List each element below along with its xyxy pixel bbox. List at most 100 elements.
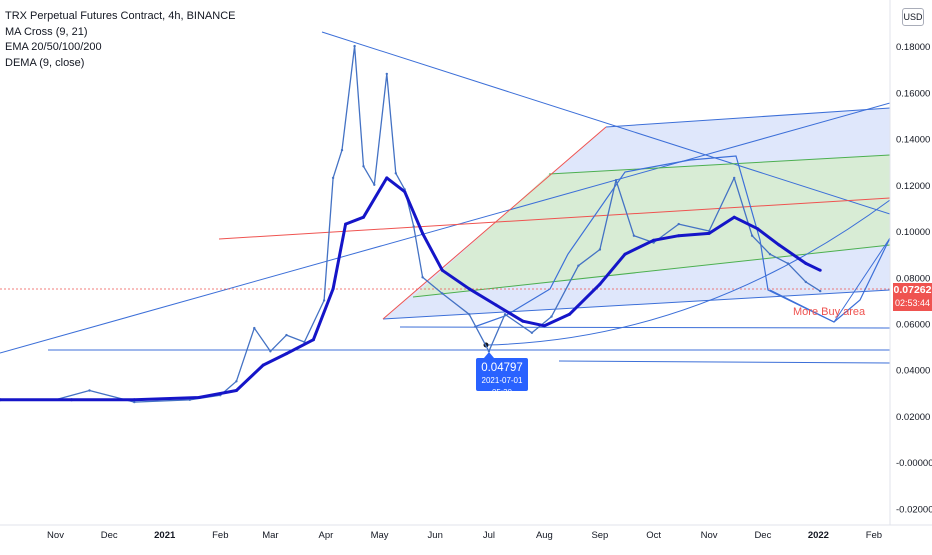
price-point-24 bbox=[487, 350, 491, 353]
price-point-23 bbox=[468, 313, 471, 316]
buy-area-annotation[interactable]: More Buy area bbox=[793, 306, 866, 318]
price-point-28 bbox=[577, 264, 580, 267]
price-point-18 bbox=[394, 172, 397, 175]
trendline-support-long bbox=[0, 102, 891, 354]
x-tick-label-15: Feb bbox=[866, 530, 882, 541]
pitchfork-lower-edge bbox=[382, 289, 891, 320]
price-point-2 bbox=[88, 389, 91, 392]
price-point-36 bbox=[750, 234, 754, 237]
buy-area-projection bbox=[769, 237, 891, 323]
wave-pattern bbox=[473, 155, 891, 328]
curved-support bbox=[485, 199, 891, 346]
low-price-label[interactable]: 0.04797 2021-07-01 05:30 bbox=[476, 352, 528, 397]
ma-point-10 bbox=[362, 215, 365, 219]
x-tick-label-14: 2022 bbox=[808, 530, 829, 541]
legend-indicator-ema[interactable]: EMA 20/50/100/200 bbox=[5, 41, 102, 53]
ma-point-28 bbox=[804, 261, 808, 265]
y-tick-label-10: -0.02000 bbox=[896, 504, 932, 515]
ma-point-1 bbox=[70, 398, 74, 402]
price-point-33 bbox=[677, 222, 680, 226]
price-point-39 bbox=[804, 280, 807, 284]
horizontal-support-1 bbox=[399, 326, 891, 329]
ma-point-22 bbox=[652, 238, 656, 242]
y-tick-label-3: 0.12000 bbox=[896, 181, 930, 192]
x-tick-label-10: Sep bbox=[591, 530, 608, 541]
y-tick-label-0: 0.18000 bbox=[896, 42, 930, 53]
price-point-9 bbox=[285, 333, 288, 337]
ma-point-5 bbox=[261, 363, 265, 367]
x-tick-label-13: Dec bbox=[754, 530, 771, 541]
last-price: 0.07262 bbox=[893, 284, 932, 296]
price-point-17 bbox=[385, 72, 388, 76]
ma-point-17 bbox=[521, 319, 525, 323]
y-tick-label-8: 0.02000 bbox=[896, 412, 930, 423]
currency-button[interactable]: USD bbox=[902, 8, 924, 26]
chart-legend: TRX Perpetual Futures Contract, 4h, BINA… bbox=[5, 9, 235, 71]
ma-point-2 bbox=[132, 398, 136, 402]
price-point-38 bbox=[786, 262, 790, 265]
x-tick-label-1: Dec bbox=[101, 530, 118, 541]
price-point-6 bbox=[235, 380, 238, 383]
ma-point-20 bbox=[598, 282, 602, 286]
pitchfork-inner-lower bbox=[412, 244, 891, 298]
ma-point-27 bbox=[777, 243, 781, 247]
moving-average-line bbox=[0, 176, 821, 402]
ma-point-24 bbox=[707, 231, 711, 235]
price-point-7 bbox=[253, 326, 256, 330]
legend-indicator-ma-cross[interactable]: MA Cross (9, 21) bbox=[5, 25, 88, 38]
ma-point-6 bbox=[285, 352, 288, 356]
ma-point-16 bbox=[494, 303, 498, 307]
price-point-35 bbox=[733, 176, 736, 180]
ma-point-4 bbox=[234, 389, 238, 392]
ma-point-9 bbox=[344, 222, 348, 226]
price-point-21 bbox=[421, 276, 424, 279]
x-tick-label-9: Aug bbox=[536, 530, 553, 541]
price-point-3 bbox=[133, 400, 136, 404]
price-point-26 bbox=[530, 331, 534, 334]
pitchfork-median bbox=[218, 197, 891, 240]
price-point-29 bbox=[598, 248, 602, 251]
ma-point-3 bbox=[197, 396, 201, 399]
ma-point-0 bbox=[0, 398, 2, 402]
price-point-12 bbox=[331, 176, 335, 180]
y-tick-label-2: 0.14000 bbox=[896, 135, 930, 146]
y-tick-label-9: -0.00000 bbox=[896, 458, 932, 469]
price-point-16 bbox=[373, 183, 376, 186]
price-point-40 bbox=[819, 289, 822, 293]
ma-point-13 bbox=[421, 231, 425, 235]
y-tick-label-6: 0.06000 bbox=[896, 320, 930, 331]
pitchfork-upper-edge bbox=[605, 107, 891, 128]
ma-point-26 bbox=[756, 227, 759, 231]
price-point-13 bbox=[340, 148, 344, 152]
price-point-20 bbox=[412, 225, 415, 228]
low-price-value: 0.04797 bbox=[481, 362, 523, 374]
x-tick-label-8: Jul bbox=[483, 530, 495, 541]
ma-point-18 bbox=[542, 324, 546, 328]
price-point-25 bbox=[503, 313, 507, 316]
ma-point-21 bbox=[623, 252, 627, 256]
ma-point-12 bbox=[403, 190, 407, 194]
price-point-37 bbox=[768, 253, 772, 256]
ma-point-15 bbox=[467, 287, 471, 291]
price-point-30 bbox=[614, 179, 618, 182]
last-price-tag: 0.07262 02:53:44 bbox=[893, 283, 932, 311]
ma-point-11 bbox=[385, 176, 389, 180]
pitchfork-handle bbox=[382, 126, 607, 320]
ma-point-25 bbox=[732, 215, 736, 219]
price-point-15 bbox=[362, 165, 365, 168]
price-point-14 bbox=[353, 44, 356, 48]
y-tick-label-1: 0.16000 bbox=[896, 88, 930, 99]
pitchfork-inner-upper bbox=[548, 154, 891, 175]
price-point-31 bbox=[632, 234, 636, 237]
x-tick-label-2: 2021 bbox=[154, 530, 176, 541]
horizontal-support-3 bbox=[558, 360, 891, 364]
x-tick-label-3: Feb bbox=[212, 530, 228, 541]
legend-indicator-dema[interactable]: DEMA (9, close) bbox=[5, 56, 85, 69]
x-tick-label-6: May bbox=[371, 530, 389, 541]
ma-point-7 bbox=[311, 338, 315, 342]
low-price-date: 2021-07-01 05:30 bbox=[481, 376, 523, 397]
y-tick-label-4: 0.10000 bbox=[896, 227, 930, 238]
x-tick-label-5: Apr bbox=[319, 530, 334, 541]
